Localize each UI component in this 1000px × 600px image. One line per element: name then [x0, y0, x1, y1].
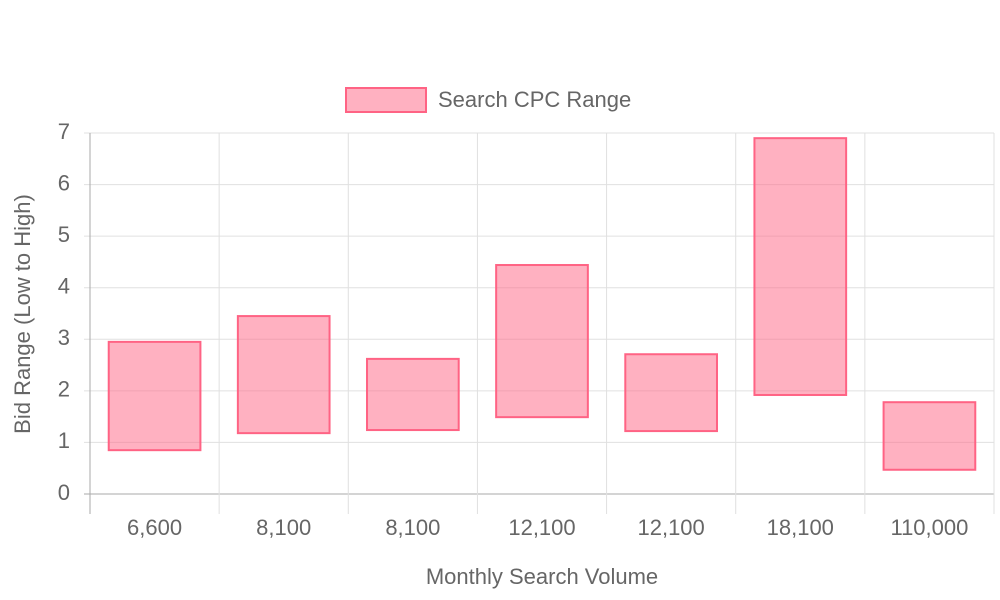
bar: [624, 353, 718, 433]
x-tick-label: 8,100: [256, 515, 311, 540]
y-tick-label: 1: [58, 428, 70, 453]
y-tick-label: 2: [58, 377, 70, 402]
x-tick-label: 8,100: [385, 515, 440, 540]
x-tick-label: 18,100: [767, 515, 834, 540]
legend-label: Search CPC Range: [438, 87, 631, 112]
bar: [366, 357, 460, 432]
x-tick-label: 110,000: [890, 515, 968, 540]
x-tick-label: 6,600: [127, 515, 182, 540]
x-tick-label: 12,100: [637, 515, 704, 540]
bar: [107, 340, 202, 452]
y-tick-label: 3: [58, 325, 70, 350]
x-tick-label: 12,100: [508, 515, 575, 540]
bar: [882, 401, 977, 471]
legend-swatch: [345, 87, 427, 113]
y-tick-label: 5: [58, 222, 70, 247]
bar: [495, 264, 589, 419]
bar: [753, 137, 848, 396]
bar: [236, 315, 331, 435]
y-tick-label: 4: [58, 274, 70, 299]
x-axis-title: Monthly Search Volume: [426, 564, 658, 589]
y-tick-label: 6: [58, 170, 70, 195]
y-tick-label: 0: [58, 480, 70, 505]
y-tick-label: 7: [58, 119, 70, 144]
y-axis-title: Bid Range (Low to High): [10, 194, 35, 434]
